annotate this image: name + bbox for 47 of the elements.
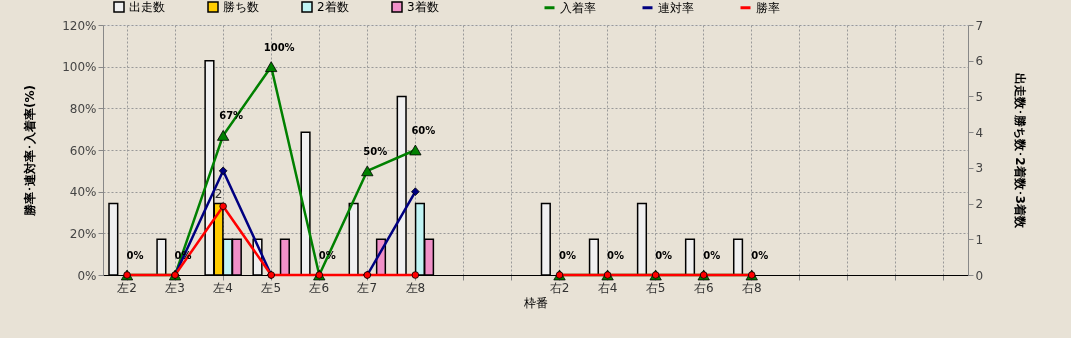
- x-tick-label: 右8: [741, 280, 762, 295]
- data-label: 2: [214, 186, 223, 201]
- data-label: 0%: [607, 250, 625, 261]
- x-tick-label: 左2: [117, 280, 137, 295]
- x-tick-label: 左4: [213, 280, 233, 295]
- y-tick-label: 40%: [69, 185, 97, 200]
- y2-tick-label: 5: [975, 89, 984, 104]
- legend-label: 勝ち数: [223, 0, 259, 14]
- x-tick-label: 右2: [549, 280, 570, 295]
- x-tick-label: 左7: [357, 280, 378, 295]
- x-tick-label: 左6: [309, 280, 330, 295]
- y2-tick-label: 6: [975, 54, 984, 69]
- y-tick-label: 60%: [69, 143, 97, 158]
- y-tick-label: 0%: [77, 268, 97, 283]
- x-tick-label: 左3: [165, 280, 185, 295]
- data-label: 0%: [559, 250, 577, 261]
- y2-tick-label: 1: [975, 232, 984, 247]
- y2-tick-label: 2: [975, 197, 984, 212]
- data-label: 0%: [703, 250, 721, 261]
- legend-label: 連対率: [658, 0, 694, 15]
- data-label: 50%: [363, 145, 388, 157]
- x-tick-label: 左8: [405, 280, 426, 295]
- data-label: 0%: [126, 250, 144, 261]
- y-axis-title: 勝率･連対率･入着率(%): [23, 85, 38, 217]
- legend-label: 出走数: [129, 0, 165, 14]
- x-tick-label: 右5: [645, 280, 666, 295]
- legend-label: 2着数: [317, 0, 349, 14]
- legend-label: 3着数: [407, 0, 439, 14]
- x-tick-label: 左5: [261, 280, 282, 295]
- data-label: 0%: [655, 250, 673, 261]
- x-tick-label: 右4: [597, 280, 618, 295]
- y2-axis-title: 出走数･勝ち数･2着数･3着数: [1013, 73, 1028, 229]
- y2-tick-label: 0: [975, 268, 984, 283]
- y2-tick-label: 7: [975, 18, 984, 33]
- y2-tick-label: 3: [975, 161, 984, 176]
- x-tick-label: 右6: [693, 280, 714, 295]
- data-label: 100%: [263, 41, 295, 53]
- y2-tick-label: 4: [975, 125, 984, 140]
- data-label: 0%: [751, 250, 769, 261]
- data-label: 60%: [411, 125, 436, 136]
- y-tick-label: 120%: [62, 18, 97, 33]
- legend-label: 勝率: [756, 0, 780, 15]
- y-tick-label: 20%: [69, 226, 97, 241]
- legend-label: 入着率: [560, 0, 596, 15]
- y-tick-label: 100%: [62, 60, 97, 75]
- y-tick-label: 80%: [69, 101, 97, 116]
- x-axis-title: 枠番: [523, 295, 548, 310]
